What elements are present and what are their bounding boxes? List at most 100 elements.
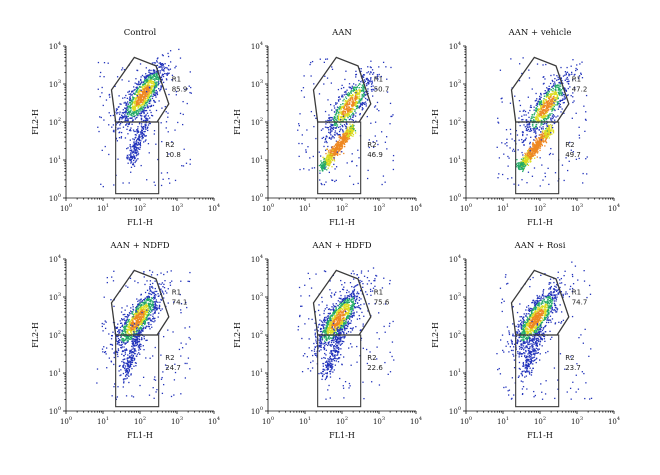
data-point xyxy=(523,109,525,112)
data-point xyxy=(335,123,338,125)
data-point xyxy=(128,93,130,96)
data-point xyxy=(154,86,156,88)
data-point xyxy=(132,156,134,158)
data-point xyxy=(498,157,501,159)
data-point xyxy=(535,128,537,130)
data-point xyxy=(148,82,150,84)
data-point xyxy=(543,116,545,118)
data-point xyxy=(548,125,551,127)
data-point xyxy=(521,141,523,144)
data-point xyxy=(344,125,347,127)
data-point xyxy=(133,112,135,115)
data-point xyxy=(518,168,520,170)
data-point xyxy=(322,164,324,166)
data-point xyxy=(323,145,325,148)
data-point xyxy=(537,109,539,111)
data-point xyxy=(370,71,372,74)
data-point xyxy=(147,129,149,132)
data-point xyxy=(152,301,155,303)
data-point xyxy=(331,152,333,154)
data-point xyxy=(141,129,144,131)
data-point xyxy=(551,105,553,107)
data-point xyxy=(342,100,344,102)
data-point xyxy=(545,92,547,95)
data-point xyxy=(334,113,336,116)
data-point xyxy=(329,103,332,106)
data-point xyxy=(142,98,145,100)
data-point xyxy=(356,92,358,94)
data-point xyxy=(128,80,130,82)
data-point xyxy=(131,149,133,151)
data-point xyxy=(533,147,536,149)
data-point xyxy=(331,166,333,168)
data-point xyxy=(136,101,139,104)
data-point xyxy=(329,137,331,139)
data-point xyxy=(130,103,132,105)
data-point xyxy=(392,159,394,162)
data-point xyxy=(560,99,563,102)
data-point xyxy=(522,170,524,173)
data-point xyxy=(537,122,539,124)
data-point xyxy=(529,128,532,130)
data-point xyxy=(129,93,132,95)
data-point xyxy=(533,116,535,118)
data-point xyxy=(149,86,152,88)
data-point xyxy=(146,90,148,92)
data-point xyxy=(137,83,140,85)
data-point xyxy=(353,102,356,104)
data-point xyxy=(186,88,188,90)
data-point xyxy=(138,97,140,99)
data-point xyxy=(137,144,139,146)
data-point xyxy=(109,96,111,98)
data-point xyxy=(120,103,122,105)
data-point xyxy=(548,106,550,109)
data-point xyxy=(156,92,158,94)
data-point xyxy=(182,123,184,126)
data-point xyxy=(346,135,348,138)
data-point xyxy=(103,61,106,64)
data-point xyxy=(319,164,322,166)
data-point xyxy=(129,159,131,162)
data-point xyxy=(347,129,349,131)
data-point xyxy=(539,120,541,122)
data-point xyxy=(137,151,139,153)
data-point xyxy=(150,87,153,90)
data-point xyxy=(556,75,558,77)
data-point xyxy=(131,123,133,125)
data-point xyxy=(122,330,124,333)
data-point xyxy=(349,129,352,132)
data-point xyxy=(137,87,140,89)
data-point xyxy=(565,157,567,159)
data-point xyxy=(129,97,132,100)
data-point xyxy=(139,146,141,149)
data-point xyxy=(144,115,147,117)
data-point xyxy=(336,106,339,108)
data-point xyxy=(538,115,541,118)
data-point xyxy=(139,94,141,96)
data-point xyxy=(526,160,528,163)
data-point xyxy=(340,112,342,115)
data-point xyxy=(142,106,145,109)
gate-r2 xyxy=(515,121,560,195)
data-point xyxy=(147,83,149,85)
data-point xyxy=(365,91,367,93)
data-point xyxy=(144,80,146,82)
data-point xyxy=(138,138,140,140)
data-point xyxy=(116,351,119,354)
data-point xyxy=(338,119,340,121)
data-point xyxy=(130,155,132,157)
data-point xyxy=(545,109,547,111)
data-point xyxy=(130,94,132,96)
data-point xyxy=(148,152,150,154)
data-point xyxy=(341,118,344,120)
data-point xyxy=(348,129,350,131)
data-point xyxy=(319,155,322,157)
data-point xyxy=(118,344,121,346)
data-point xyxy=(143,115,145,117)
data-point xyxy=(145,93,148,95)
panel-title: AAN + vehicle xyxy=(508,28,572,38)
data-point xyxy=(358,98,360,101)
data-point xyxy=(361,89,363,92)
data-point xyxy=(133,93,136,95)
data-point xyxy=(342,130,344,132)
